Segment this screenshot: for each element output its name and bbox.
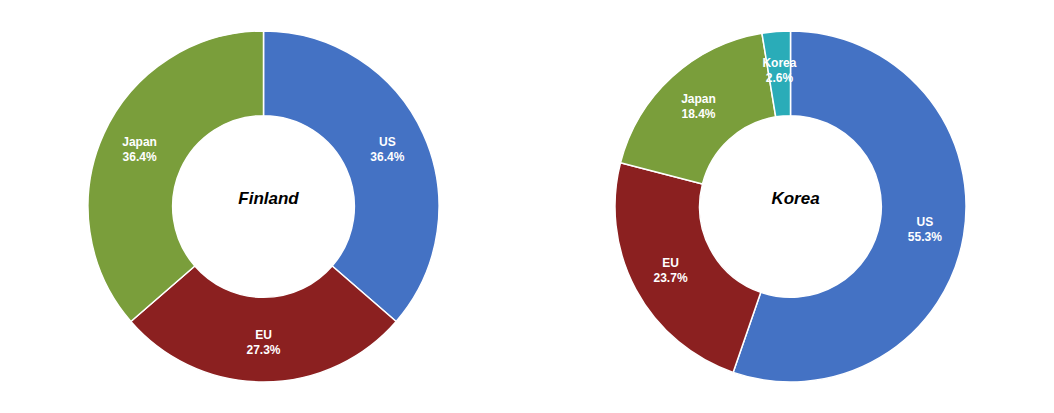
svg-text:Korea: Korea: [762, 56, 796, 70]
svg-text:EU: EU: [662, 256, 679, 270]
svg-text:Japan: Japan: [681, 92, 716, 106]
svg-text:23.7%: 23.7%: [654, 271, 688, 285]
svg-text:2.6%: 2.6%: [766, 71, 794, 85]
svg-text:Finland: Finland: [238, 189, 299, 208]
svg-text:18.4%: 18.4%: [682, 107, 716, 121]
svg-text:US: US: [916, 215, 933, 229]
svg-text:Japan: Japan: [122, 135, 157, 149]
svg-text:27.3%: 27.3%: [246, 343, 280, 357]
svg-text:US: US: [379, 135, 396, 149]
svg-text:36.4%: 36.4%: [123, 150, 157, 164]
svg-text:EU: EU: [255, 328, 272, 342]
svg-text:36.4%: 36.4%: [370, 150, 404, 164]
svg-text:Korea: Korea: [771, 189, 819, 208]
svg-text:55.3%: 55.3%: [908, 230, 942, 244]
